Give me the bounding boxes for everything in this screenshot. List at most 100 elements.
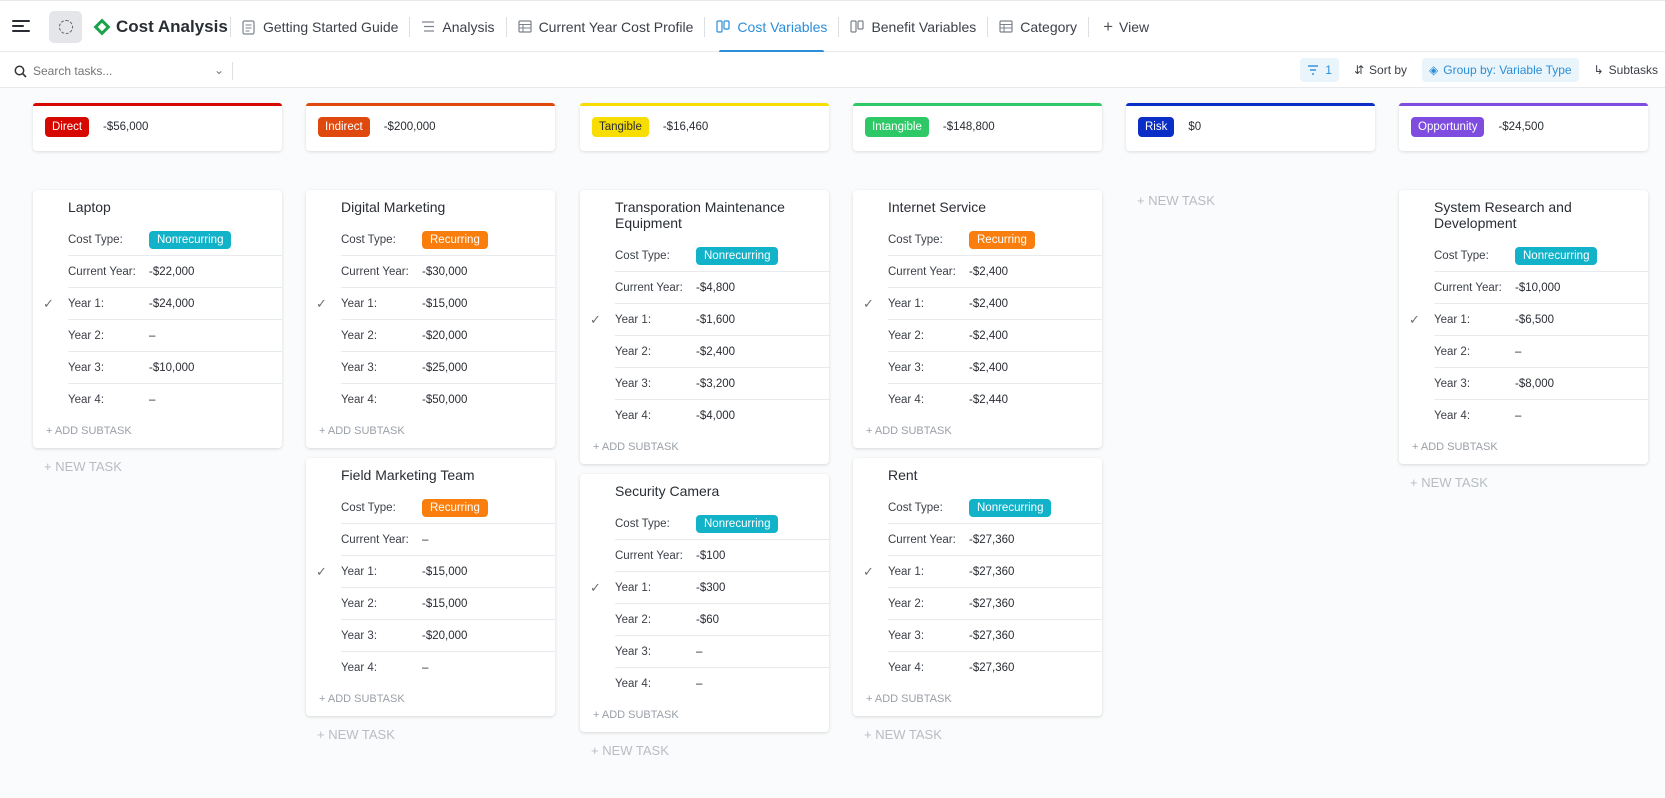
task-title[interactable]: Rent xyxy=(888,467,918,483)
field-value[interactable]: – xyxy=(149,394,156,406)
field-value[interactable]: -$10,000 xyxy=(149,361,195,374)
cost-type-badge[interactable]: Recurring xyxy=(969,230,1035,249)
field-value[interactable]: -$15,000 xyxy=(422,297,468,310)
field-value[interactable]: -$27,360 xyxy=(969,662,1015,674)
tab-cost-variables[interactable]: Cost Variables xyxy=(705,1,838,53)
tab-current-year-cost-profile[interactable]: Current Year Cost Profile xyxy=(507,1,705,53)
field-value[interactable]: -$300 xyxy=(696,581,726,594)
field-value[interactable]: -$3,200 xyxy=(696,377,736,390)
cost-type-badge[interactable]: Nonrecurring xyxy=(149,230,232,249)
new-task-button[interactable]: + NEW TASK xyxy=(864,727,942,742)
field-value[interactable]: -$100 xyxy=(696,549,726,562)
check-icon[interactable]: ✓ xyxy=(43,296,54,311)
field-value[interactable]: -$15,000 xyxy=(422,597,468,610)
check-icon[interactable]: ✓ xyxy=(590,580,601,595)
task-card[interactable]: Laptop Cost Type: Nonrecurring Current Year… xyxy=(33,190,282,448)
add-subtask-button[interactable]: + ADD SUBTASK xyxy=(46,425,132,437)
cost-type-badge[interactable]: Recurring xyxy=(422,498,488,517)
menu-icon[interactable] xyxy=(12,18,30,34)
task-title[interactable]: Laptop xyxy=(68,199,111,215)
new-task-button[interactable]: + NEW TASK xyxy=(1410,475,1488,490)
field-value[interactable]: -$1,600 xyxy=(696,313,736,326)
task-title[interactable]: System Research and Development xyxy=(1434,199,1572,231)
field-value[interactable]: -$60 xyxy=(696,613,720,626)
field-value[interactable]: -$6,500 xyxy=(1515,313,1555,326)
cost-type-badge[interactable]: Recurring xyxy=(422,230,488,249)
task-title[interactable]: Field Marketing Team xyxy=(341,467,475,483)
sort-button[interactable]: ⇵ Sort by xyxy=(1347,58,1414,82)
add-view-button[interactable]: + View xyxy=(1089,1,1163,53)
task-card[interactable]: Digital Marketing Cost Type: Recurring Curr… xyxy=(306,190,555,448)
new-task-button[interactable]: + NEW TASK xyxy=(1137,193,1215,208)
space-avatar[interactable] xyxy=(49,11,82,43)
field-value[interactable]: – xyxy=(1515,410,1522,422)
field-value[interactable]: -$30,000 xyxy=(422,265,468,278)
field-value[interactable]: – xyxy=(149,329,156,342)
field-value[interactable]: -$4,800 xyxy=(696,281,736,294)
subtasks-button[interactable]: ↳ Subtasks xyxy=(1587,58,1665,82)
group-badge[interactable]: Risk xyxy=(1138,117,1175,137)
check-icon[interactable]: ✓ xyxy=(316,296,327,311)
field-value[interactable]: -$2,440 xyxy=(969,394,1009,406)
task-title[interactable]: Security Camera xyxy=(615,483,720,499)
group-badge[interactable]: Indirect xyxy=(318,117,370,137)
cost-type-badge[interactable]: Nonrecurring xyxy=(1515,246,1598,265)
field-value[interactable]: -$2,400 xyxy=(969,265,1009,278)
field-value[interactable]: -$27,360 xyxy=(969,533,1015,546)
check-icon[interactable]: ✓ xyxy=(316,564,327,579)
field-value[interactable]: – xyxy=(422,533,429,546)
new-task-button[interactable]: + NEW TASK xyxy=(317,727,395,742)
group-badge[interactable]: Opportunity xyxy=(1411,117,1485,137)
task-title[interactable]: Transporation Maintenance Equipment xyxy=(615,199,785,231)
field-value[interactable]: -$27,360 xyxy=(969,629,1015,642)
task-card[interactable]: Field Marketing Team Cost Type: Recurring C… xyxy=(306,458,555,716)
field-value[interactable]: -$4,000 xyxy=(696,410,736,422)
task-card[interactable]: Rent Cost Type: Nonrecurring Current Year: -… xyxy=(853,458,1102,716)
check-icon[interactable]: ✓ xyxy=(863,296,874,311)
tab-analysis[interactable]: Analysis xyxy=(410,1,505,53)
group-badge[interactable]: Direct xyxy=(45,117,90,137)
cost-type-badge[interactable]: Nonrecurring xyxy=(969,498,1052,517)
field-value[interactable]: -$50,000 xyxy=(422,394,468,406)
field-value[interactable]: -$25,000 xyxy=(422,361,468,374)
group-by-button[interactable]: ◈ Group by: Variable Type xyxy=(1422,58,1579,82)
chevron-down-icon[interactable]: ⌄ xyxy=(213,63,224,77)
search-bar[interactable]: ⌄ xyxy=(14,60,224,82)
group-badge[interactable]: Tangible xyxy=(592,117,649,137)
new-task-button[interactable]: + NEW TASK xyxy=(591,743,669,758)
field-value[interactable]: -$15,000 xyxy=(422,565,468,578)
field-value[interactable]: -$2,400 xyxy=(969,329,1009,342)
field-value[interactable]: -$20,000 xyxy=(422,329,468,342)
task-card[interactable]: System Research and Development Cost Type… xyxy=(1399,190,1648,464)
page-title[interactable]: Cost Analysis xyxy=(116,17,228,36)
add-subtask-button[interactable]: + ADD SUBTASK xyxy=(593,441,679,453)
field-value[interactable]: -$20,000 xyxy=(422,629,468,642)
add-subtask-button[interactable]: + ADD SUBTASK xyxy=(319,425,405,437)
field-value[interactable]: – xyxy=(1515,345,1522,358)
field-value[interactable]: – xyxy=(422,662,429,674)
cost-type-badge[interactable]: Nonrecurring xyxy=(696,246,779,265)
filter-button[interactable]: 1 xyxy=(1300,58,1339,82)
add-subtask-button[interactable]: + ADD SUBTASK xyxy=(866,693,952,705)
tab-getting-started-guide[interactable]: Getting Started Guide xyxy=(231,1,409,53)
task-title[interactable]: Digital Marketing xyxy=(341,199,446,215)
field-value[interactable]: -$2,400 xyxy=(969,361,1009,374)
task-card[interactable]: Transporation Maintenance Equipment Cost … xyxy=(580,190,829,464)
field-value[interactable]: -$8,000 xyxy=(1515,377,1555,390)
field-value[interactable]: -$2,400 xyxy=(696,345,736,358)
task-card[interactable]: Internet Service Cost Type: Recurring Curre… xyxy=(853,190,1102,448)
task-card[interactable]: Security Camera Cost Type: Nonrecurring Cur… xyxy=(580,474,829,732)
check-icon[interactable]: ✓ xyxy=(1409,312,1420,327)
add-subtask-button[interactable]: + ADD SUBTASK xyxy=(319,693,405,705)
check-icon[interactable]: ✓ xyxy=(863,564,874,579)
group-badge[interactable]: Intangible xyxy=(865,117,929,137)
field-value[interactable]: -$22,000 xyxy=(149,265,195,278)
field-value[interactable]: -$2,400 xyxy=(969,297,1009,310)
new-task-button[interactable]: + NEW TASK xyxy=(44,459,122,474)
tab-benefit-variables[interactable]: Benefit Variables xyxy=(839,1,987,53)
task-title[interactable]: Internet Service xyxy=(888,199,987,215)
cost-type-badge[interactable]: Nonrecurring xyxy=(696,514,779,533)
field-value[interactable]: -$27,360 xyxy=(969,565,1015,578)
check-icon[interactable]: ✓ xyxy=(590,312,601,327)
add-subtask-button[interactable]: + ADD SUBTASK xyxy=(866,425,952,437)
